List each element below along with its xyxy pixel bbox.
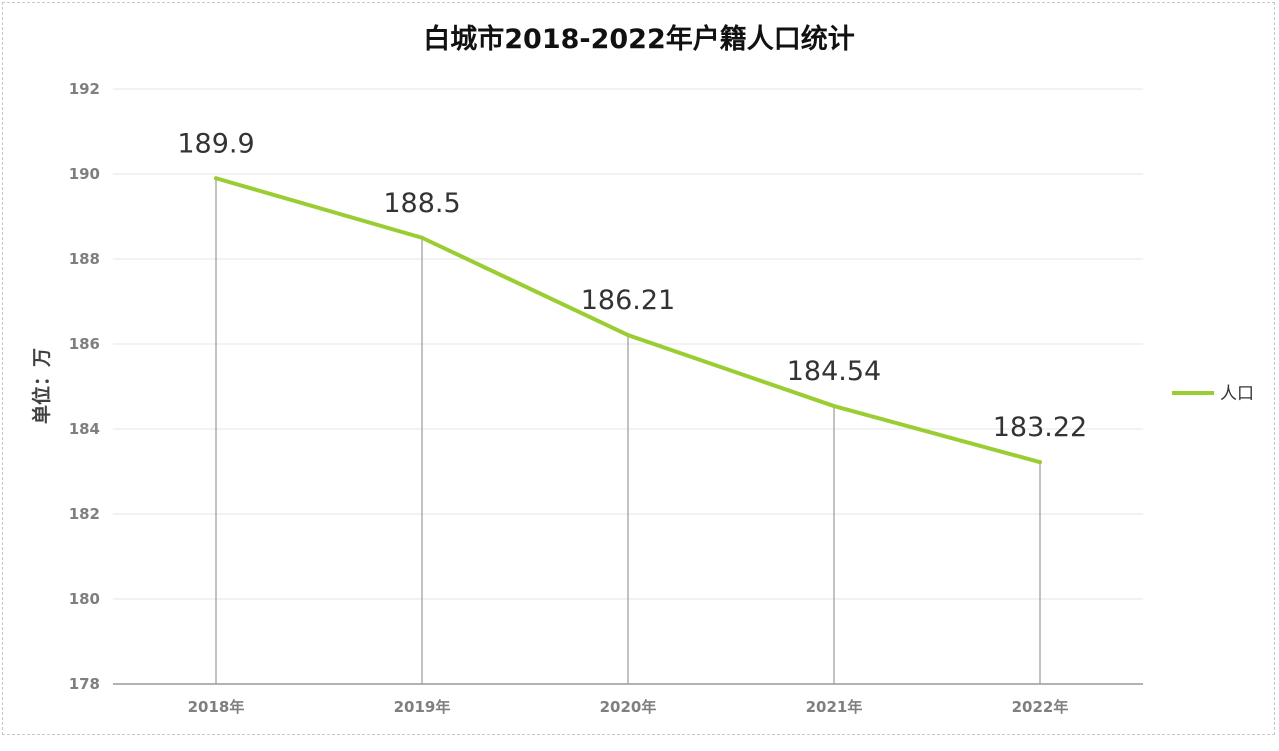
chart-title: 白城市2018-2022年户籍人口统计 <box>423 23 855 55</box>
data-label: 186.21 <box>581 285 675 316</box>
y-tick-label: 192 <box>69 80 100 98</box>
data-point <box>832 404 836 409</box>
legend-label-population: 人口 <box>1220 384 1254 404</box>
y-tick-label: 190 <box>69 165 100 183</box>
data-label: 184.54 <box>787 356 881 387</box>
y-tick-label: 182 <box>69 505 100 523</box>
data-labels: 189.9 188.5 186.21 184.54 183.22 <box>177 128 1087 443</box>
data-point <box>626 333 630 338</box>
y-tick-label: 188 <box>69 250 100 268</box>
data-label: 189.9 <box>177 128 254 159</box>
x-tick-label: 2021年 <box>806 698 863 716</box>
data-point <box>214 176 218 181</box>
data-point <box>420 235 424 240</box>
y-tick-label: 186 <box>69 335 100 353</box>
y-tick-label: 178 <box>69 675 100 693</box>
chart-frame <box>2 2 1275 735</box>
x-tick-label: 2019年 <box>394 698 451 716</box>
data-label: 188.5 <box>383 188 460 219</box>
y-tick-label: 180 <box>69 590 100 608</box>
x-tick-label: 2018年 <box>188 698 245 716</box>
drop-lines <box>215 178 1041 684</box>
y-tick-label: 184 <box>69 420 100 438</box>
data-point <box>1038 460 1042 465</box>
x-tick-labels: 2018年 2019年 2020年 2021年 2022年 <box>188 698 1069 716</box>
x-tick-label: 2022年 <box>1012 698 1069 716</box>
y-tick-labels: 178 180 182 184 186 188 190 192 <box>69 80 100 693</box>
x-tick-label: 2020年 <box>600 698 657 716</box>
legend[interactable]: 人口 <box>1172 384 1254 404</box>
gridlines <box>113 88 1143 600</box>
series-line-group <box>214 176 1042 465</box>
y-axis-label: 单位：万 <box>30 348 53 424</box>
data-label: 183.22 <box>993 412 1087 443</box>
